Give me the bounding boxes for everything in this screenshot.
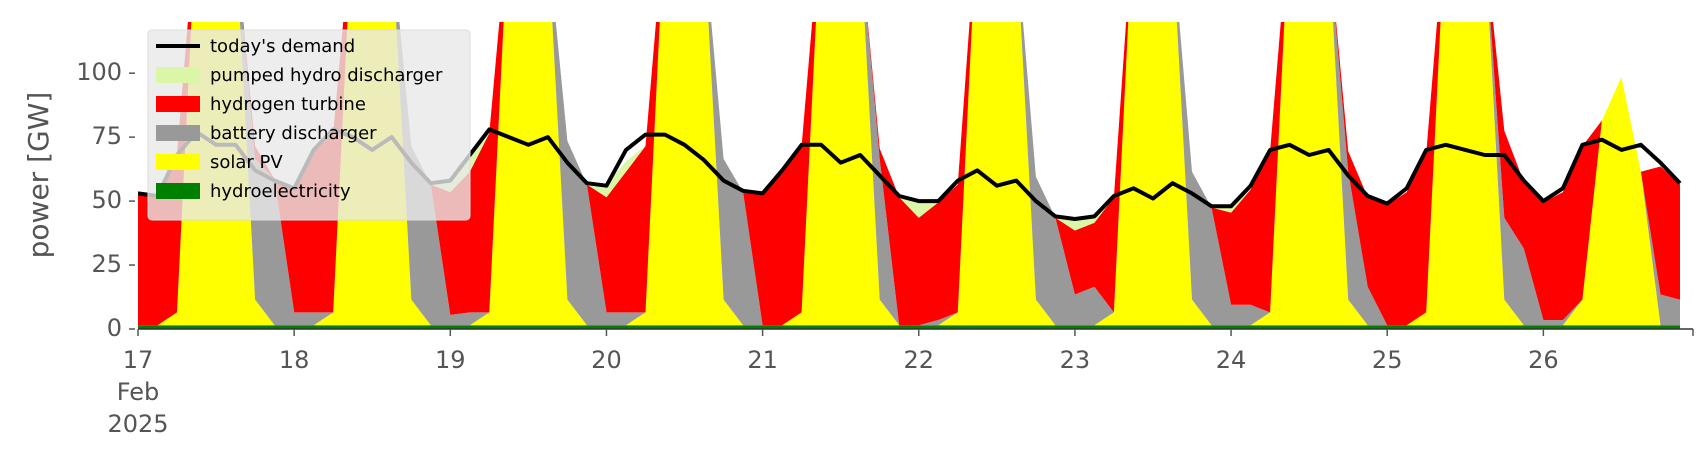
area (138, 22, 1680, 326)
x-tick-label: 22 (903, 346, 934, 374)
legend-swatch (156, 154, 200, 170)
legend-label: battery discharger (210, 123, 377, 144)
y-tick-label: 100 (76, 58, 122, 86)
x-tick-label: Feb (117, 378, 160, 406)
legend-label: hydrogen turbine (210, 94, 366, 115)
legend-label: pumped hydro discharger (210, 65, 443, 86)
legend-swatch (156, 125, 200, 141)
y-axis-label: power [GW] (22, 92, 55, 259)
legend-swatch (156, 183, 200, 199)
x-tick-label: 19 (435, 346, 466, 374)
y-tick-label: 0 (107, 314, 122, 342)
x-tick-label: 23 (1060, 346, 1091, 374)
x-tick-label: 25 (1372, 346, 1403, 374)
x-tick-label: 24 (1216, 346, 1247, 374)
x-tick-label: 18 (279, 346, 310, 374)
x-tick-label: 20 (591, 346, 622, 374)
x-tick-label: 26 (1528, 346, 1559, 374)
legend-box (147, 29, 471, 221)
legend-label: today's demand (210, 36, 355, 57)
x-tick-label: 17 (123, 346, 154, 374)
area (138, 325, 1680, 329)
legend-label: solar PV (210, 152, 283, 173)
legend-swatch (156, 96, 200, 112)
x-tick-label: 21 (747, 346, 778, 374)
y-tick-label: 50 (91, 186, 122, 214)
legend-label: hydroelectricity (210, 181, 351, 202)
y-tick-label: 25 (91, 250, 122, 278)
y-tick-label: 75 (91, 122, 122, 150)
area (138, 22, 1680, 326)
x-tick-label: 2025 (107, 410, 168, 438)
legend-swatch (156, 67, 200, 83)
area (138, 22, 1680, 326)
